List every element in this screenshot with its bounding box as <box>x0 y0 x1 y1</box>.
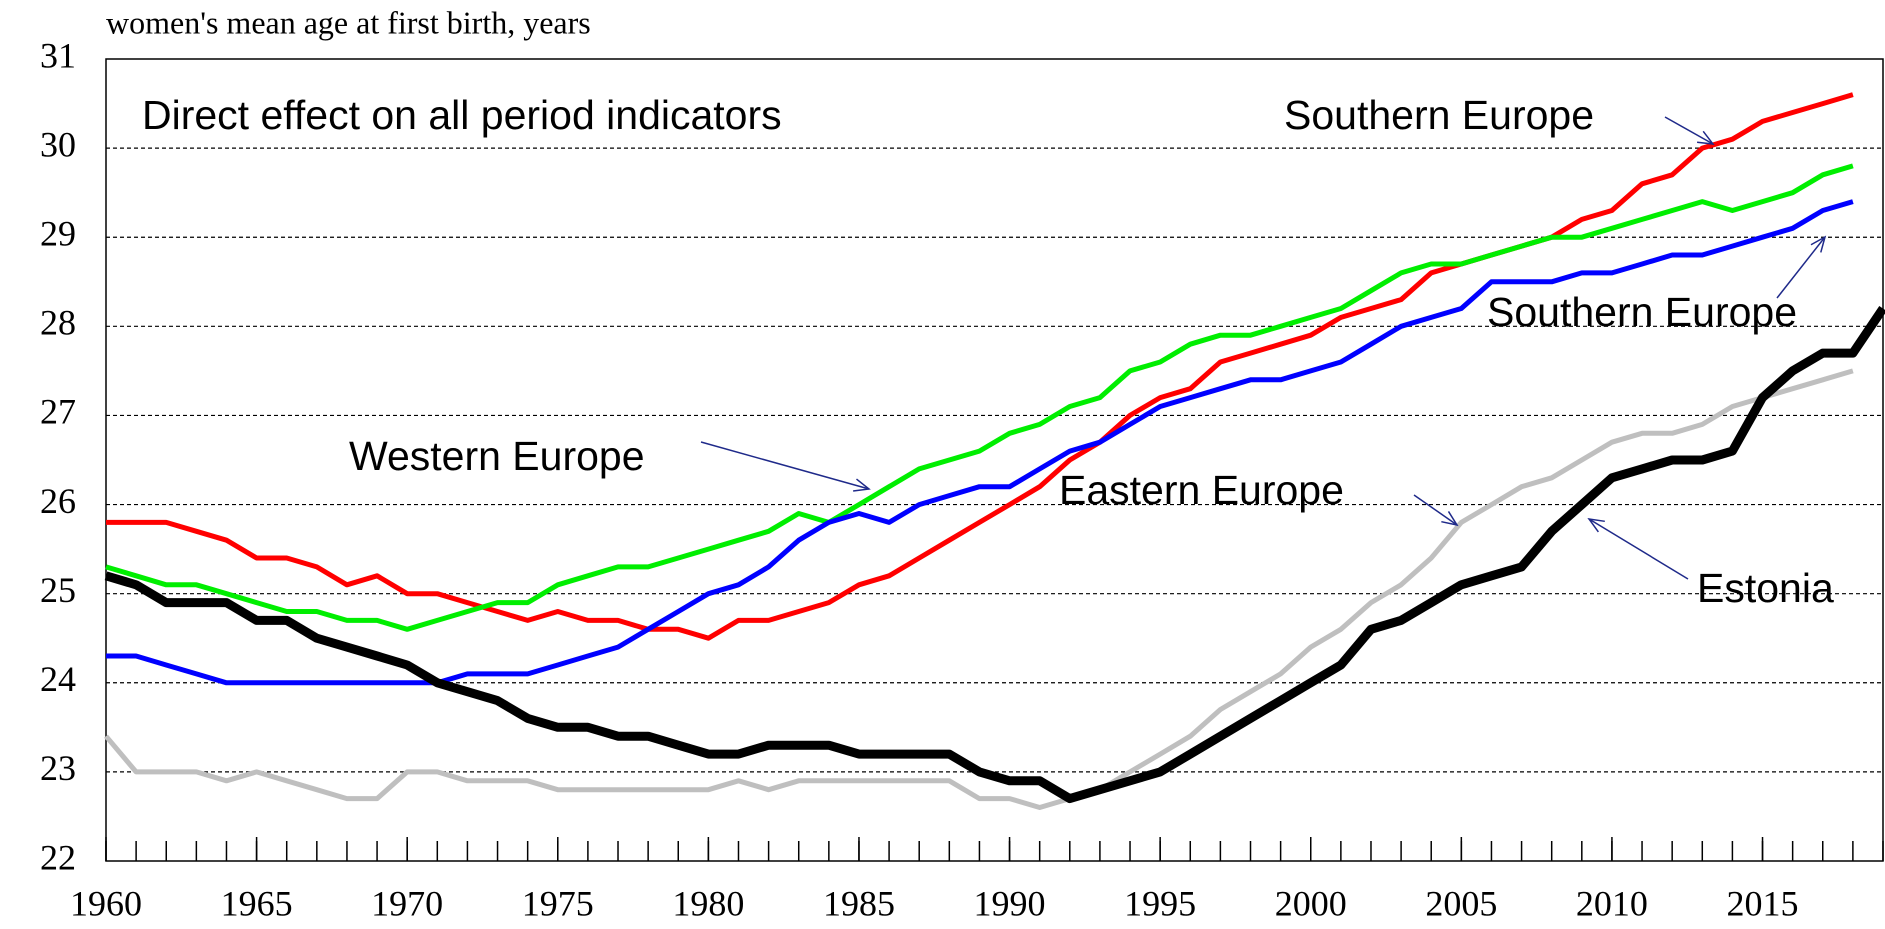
series-label: Southern Europe <box>1487 289 1797 335</box>
y-tick-label: 31 <box>40 35 76 75</box>
arrow-head <box>1587 518 1605 533</box>
label-arrow <box>1664 116 1714 145</box>
y-tick-label: 23 <box>40 748 76 788</box>
y-tick-label: 25 <box>40 570 76 610</box>
y-tick-label: 27 <box>40 392 76 432</box>
x-tick-label: 2010 <box>1576 883 1648 923</box>
y-tick-label: 28 <box>40 303 76 343</box>
y-axis-title: women's mean age at first birth, years <box>106 4 591 40</box>
annotation: Direct effect on all period indicators <box>142 92 782 138</box>
series-label: Western Europe <box>349 433 645 479</box>
series-line <box>105 163 1854 632</box>
x-tick-label: 1980 <box>672 883 744 923</box>
label-arrow <box>1413 494 1458 526</box>
x-tick-label: 1965 <box>221 883 293 923</box>
x-tick-label: 1960 <box>70 883 142 923</box>
series-label: Estonia <box>1697 565 1834 611</box>
x-tick-label: 1990 <box>974 883 1046 923</box>
x-tick-label: 1970 <box>371 883 443 923</box>
y-tick-label: 24 <box>40 659 76 699</box>
y-tick-label: 30 <box>40 124 76 164</box>
label-arrow <box>700 441 870 490</box>
arrow-head <box>1810 235 1827 253</box>
y-tick-label: 22 <box>40 837 76 877</box>
x-tick-label: 2000 <box>1275 883 1347 923</box>
y-tick-label: 26 <box>40 481 76 521</box>
x-tick-label: 2015 <box>1727 883 1799 923</box>
arrow-head <box>853 478 871 492</box>
arrow-head <box>1441 511 1459 527</box>
plot-frame <box>105 58 1884 862</box>
x-tick-label: 1985 <box>823 883 895 923</box>
label-arrow <box>1588 518 1689 580</box>
arrow-head <box>1697 130 1715 145</box>
series-line <box>104 305 1885 804</box>
x-tick-label: 1975 <box>522 883 594 923</box>
series-label: Southern Europe <box>1284 92 1594 138</box>
series-label: Eastern Europe <box>1059 467 1344 513</box>
label-arrow <box>1776 236 1826 299</box>
y-tick-label: 29 <box>40 213 76 253</box>
x-tick-label: 1995 <box>1124 883 1196 923</box>
series-line <box>106 92 1854 641</box>
series-line <box>104 368 1854 810</box>
series-line <box>106 199 1854 686</box>
x-tick-label: 2005 <box>1425 883 1497 923</box>
